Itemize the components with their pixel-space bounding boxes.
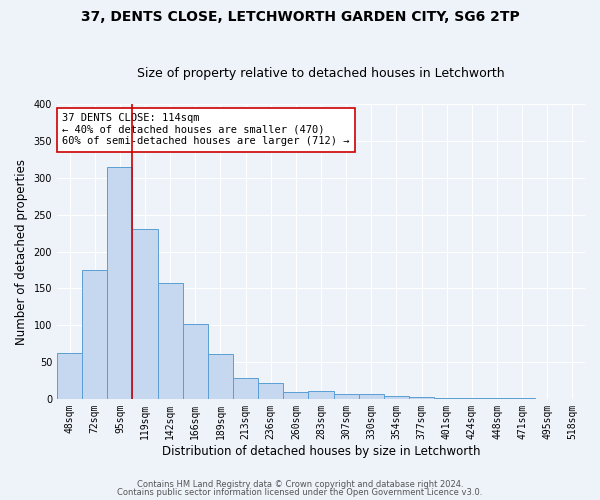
Bar <box>208 354 233 399</box>
Text: 37, DENTS CLOSE, LETCHWORTH GARDEN CITY, SG6 2TP: 37, DENTS CLOSE, LETCHWORTH GARDEN CITY,… <box>80 10 520 24</box>
Bar <box>183 324 208 399</box>
Text: Contains HM Land Registry data © Crown copyright and database right 2024.: Contains HM Land Registry data © Crown c… <box>137 480 463 489</box>
Bar <box>434 398 459 399</box>
Bar <box>509 398 535 399</box>
Bar <box>484 398 509 399</box>
Bar <box>107 167 133 399</box>
Text: 37 DENTS CLOSE: 114sqm
← 40% of detached houses are smaller (470)
60% of semi-de: 37 DENTS CLOSE: 114sqm ← 40% of detached… <box>62 113 350 146</box>
Bar <box>334 394 359 399</box>
Bar <box>283 392 308 399</box>
Bar <box>459 398 484 399</box>
Bar <box>158 283 183 399</box>
X-axis label: Distribution of detached houses by size in Letchworth: Distribution of detached houses by size … <box>162 444 480 458</box>
Bar <box>359 394 384 399</box>
Bar <box>82 270 107 399</box>
Bar <box>384 396 409 399</box>
Text: Contains public sector information licensed under the Open Government Licence v3: Contains public sector information licen… <box>118 488 482 497</box>
Bar <box>308 392 334 399</box>
Bar <box>233 378 258 399</box>
Bar <box>57 353 82 399</box>
Bar <box>258 382 283 399</box>
Y-axis label: Number of detached properties: Number of detached properties <box>15 158 28 344</box>
Title: Size of property relative to detached houses in Letchworth: Size of property relative to detached ho… <box>137 66 505 80</box>
Bar <box>409 398 434 399</box>
Bar <box>133 230 158 399</box>
